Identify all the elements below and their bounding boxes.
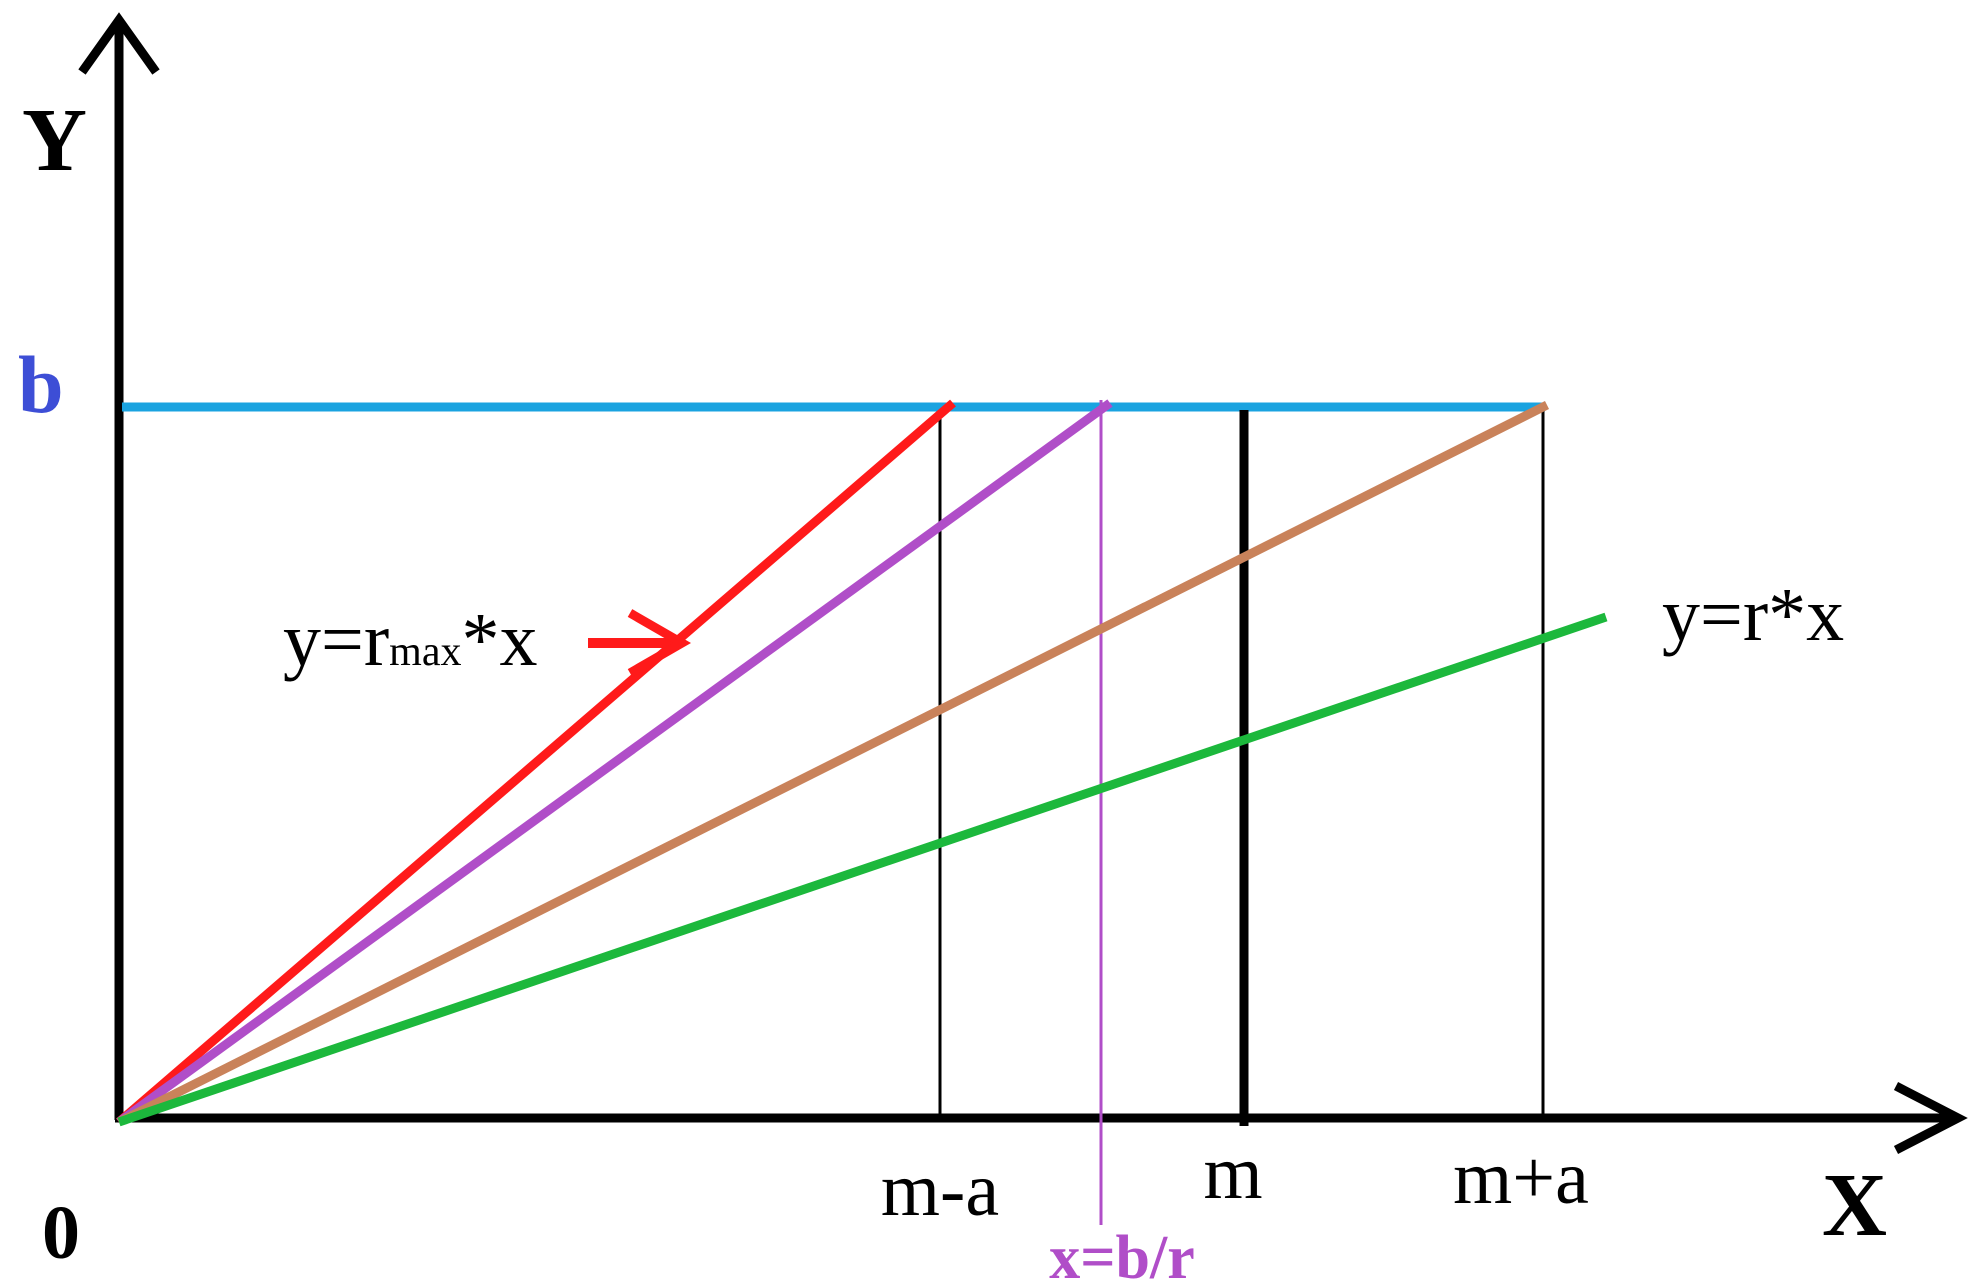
r-max-label-prefix: y=r — [283, 598, 389, 682]
line-m-plus-a — [116, 400, 1550, 1127]
y-axis-label: Y — [22, 91, 87, 190]
r-max-line-label: y=rmax*x — [283, 598, 537, 682]
x-axis-label: X — [1822, 1156, 1887, 1255]
line-r-x — [117, 612, 1608, 1127]
m-label: m — [1203, 1131, 1262, 1215]
r-max-label-suffix: *x — [461, 598, 537, 682]
r-max-label-subscript: max — [389, 629, 461, 675]
line-r-max — [116, 399, 956, 1126]
y-axis-arrowhead — [78, 12, 160, 75]
x-axis-arrowhead — [1893, 1082, 1968, 1154]
b-label: b — [18, 339, 64, 430]
r-max-pointer-arrowhead — [627, 609, 692, 677]
b-over-r-label: x=b/r — [1049, 1224, 1195, 1286]
m-plus-a-label: m+a — [1453, 1136, 1589, 1220]
r-x-line-label: y=r*x — [1662, 573, 1844, 657]
m-minus-a-label: m-a — [881, 1148, 999, 1232]
line-b-over-r — [116, 399, 1113, 1126]
origin-label: 0 — [42, 1191, 80, 1275]
